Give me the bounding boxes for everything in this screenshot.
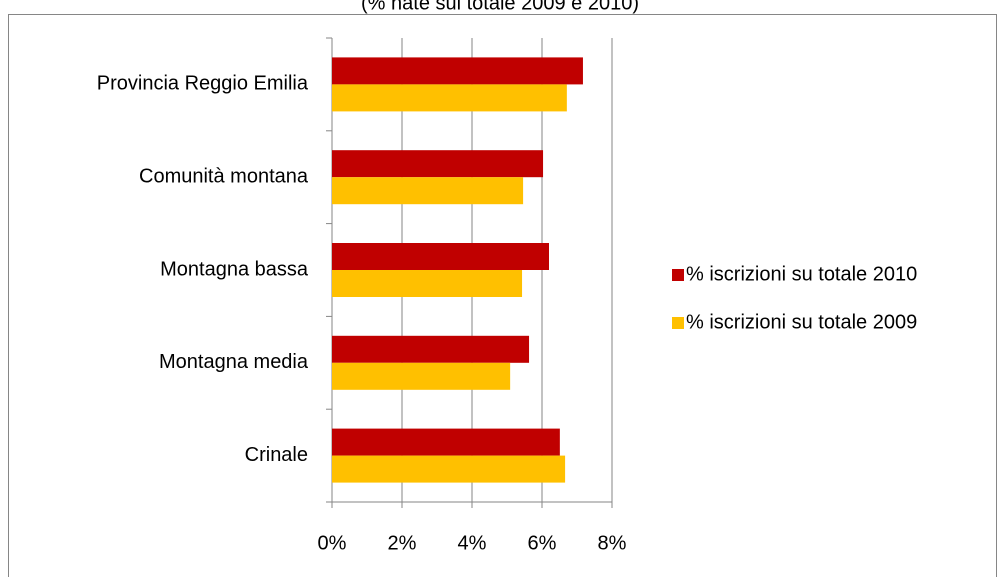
legend-label: % iscrizioni su totale 2010 — [686, 263, 917, 285]
y-tick-label: Montagna bassa — [160, 258, 309, 280]
bar — [332, 270, 523, 297]
x-tick-label: 4% — [458, 532, 487, 554]
x-tick-label: 2% — [388, 532, 417, 554]
x-tick-label: 6% — [528, 532, 557, 554]
bar — [332, 335, 530, 363]
bar — [332, 150, 544, 178]
legend-swatch — [672, 269, 684, 281]
y-tick-label: Provincia Reggio Emilia — [97, 73, 309, 95]
y-tick-label: Comunità montana — [139, 165, 309, 187]
bar — [332, 57, 583, 85]
bar — [332, 428, 560, 456]
x-tick-label: 0% — [318, 532, 347, 554]
y-tick-label: Montagna media — [159, 351, 309, 373]
bar — [332, 362, 511, 390]
legend-label: % iscrizioni su totale 2009 — [686, 311, 917, 333]
x-tick-label: 8% — [598, 532, 627, 554]
bar — [332, 455, 566, 483]
bar — [332, 243, 549, 270]
bar — [332, 177, 524, 205]
bar — [332, 84, 567, 112]
y-tick-label: Crinale — [245, 444, 308, 466]
chart-title: (% nate sul totale 2009 e 2010) — [361, 0, 639, 14]
chart-border — [8, 14, 997, 577]
legend-swatch — [672, 317, 684, 329]
